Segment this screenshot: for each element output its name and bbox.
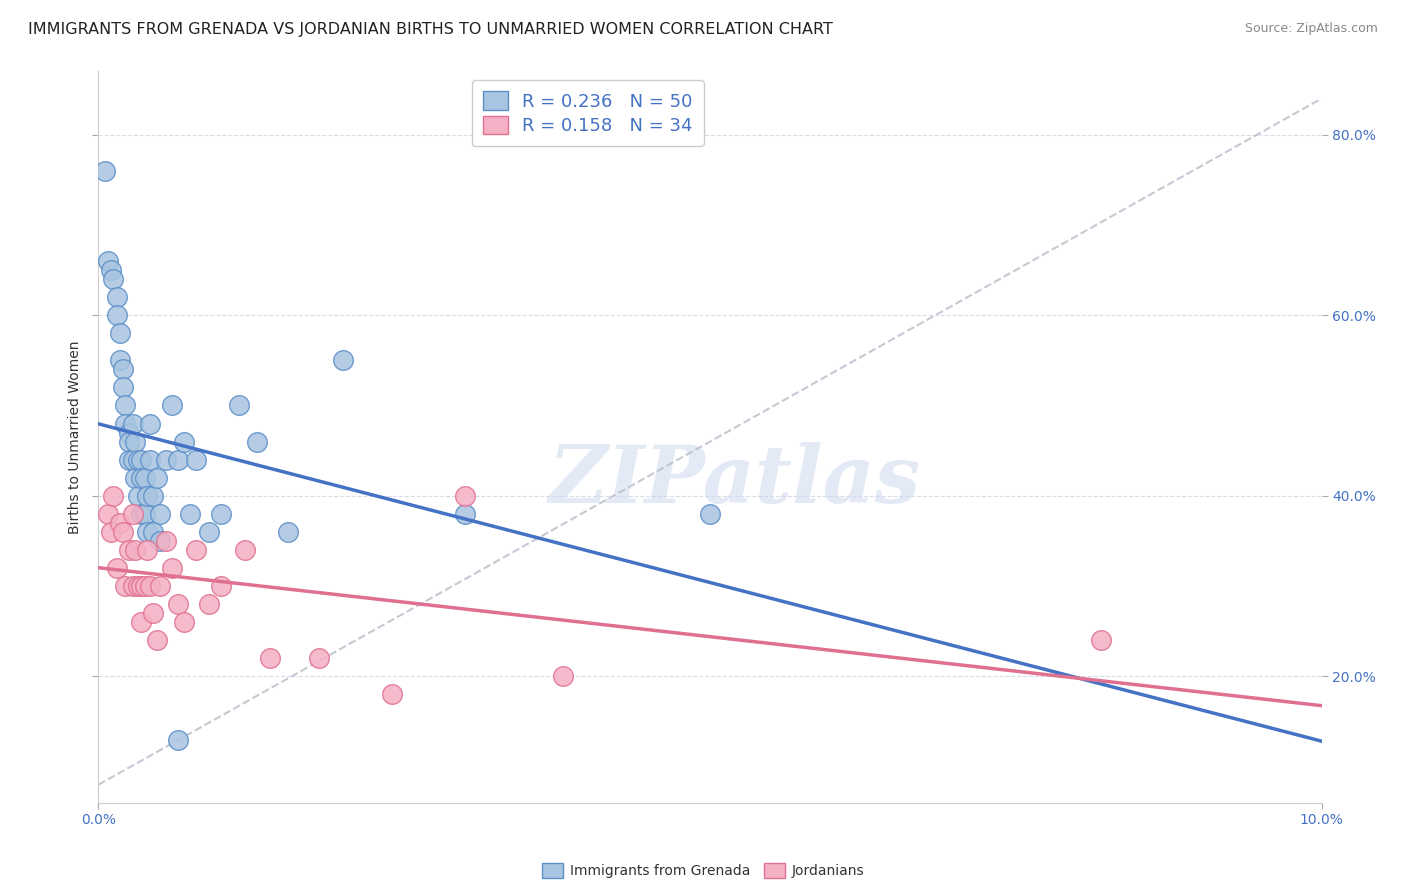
Point [228, 399, 250, 413]
Legend: Immigrants from Grenada, Jordanians: Immigrants from Grenada, Jordanians [534, 856, 872, 885]
Point [134, 507, 156, 521]
Point [186, 452, 208, 467]
Point [139, 452, 162, 467]
Point [146, 471, 169, 485]
Point [155, 533, 177, 548]
Point [233, 543, 256, 558]
Point [699, 507, 721, 521]
Point [100, 263, 122, 277]
Point [124, 434, 146, 449]
Point [454, 507, 477, 521]
Point [118, 425, 141, 440]
Point [136, 543, 159, 558]
Text: IMMIGRANTS FROM GRENADA VS JORDANIAN BIRTHS TO UNMARRIED WOMEN CORRELATION CHART: IMMIGRANTS FROM GRENADA VS JORDANIAN BIR… [28, 22, 832, 37]
Point [142, 524, 165, 539]
Point [179, 507, 201, 521]
Point [105, 290, 128, 304]
Point [127, 579, 149, 593]
Point [142, 606, 165, 620]
Point [139, 417, 162, 431]
Point [114, 399, 136, 413]
Point [1090, 633, 1112, 648]
Point [209, 579, 232, 593]
Point [149, 507, 172, 521]
Point [160, 561, 183, 575]
Point [129, 579, 152, 593]
Point [155, 452, 177, 467]
Point [110, 353, 132, 368]
Point [129, 471, 152, 485]
Point [118, 452, 141, 467]
Point [129, 507, 152, 521]
Point [97, 254, 120, 268]
Point [111, 362, 134, 376]
Point [454, 489, 477, 503]
Point [129, 615, 152, 630]
Point [118, 434, 141, 449]
Point [381, 688, 404, 702]
Point [173, 615, 195, 630]
Point [110, 326, 132, 341]
Point [136, 524, 159, 539]
Y-axis label: Births to Unmarried Women: Births to Unmarried Women [67, 341, 82, 533]
Point [105, 561, 128, 575]
Point [308, 651, 330, 665]
Point [259, 651, 281, 665]
Point [101, 272, 124, 286]
Point [160, 399, 183, 413]
Point [127, 489, 149, 503]
Point [277, 524, 299, 539]
Point [197, 597, 219, 611]
Point [93, 163, 115, 178]
Point [146, 633, 169, 648]
Point [139, 579, 162, 593]
Point [124, 471, 146, 485]
Point [186, 543, 208, 558]
Point [121, 507, 143, 521]
Point [149, 533, 172, 548]
Point [100, 524, 122, 539]
Point [209, 507, 232, 521]
Point [118, 543, 141, 558]
Point [149, 579, 172, 593]
Point [167, 597, 190, 611]
Point [105, 308, 128, 322]
Point [134, 579, 156, 593]
Point [134, 471, 156, 485]
Point [114, 417, 136, 431]
Point [142, 489, 165, 503]
Point [136, 489, 159, 503]
Text: Source: ZipAtlas.com: Source: ZipAtlas.com [1244, 22, 1378, 36]
Point [129, 452, 152, 467]
Text: ZIPatlas: ZIPatlas [548, 442, 921, 520]
Point [332, 353, 354, 368]
Point [127, 452, 149, 467]
Point [167, 732, 190, 747]
Point [167, 452, 190, 467]
Point [553, 669, 575, 683]
Point [101, 489, 124, 503]
Point [110, 516, 132, 530]
Point [111, 380, 134, 394]
Point [246, 434, 269, 449]
Legend: R = 0.236   N = 50, R = 0.158   N = 34: R = 0.236 N = 50, R = 0.158 N = 34 [472, 80, 703, 146]
Point [121, 417, 143, 431]
Point [121, 579, 143, 593]
Point [121, 452, 143, 467]
Point [111, 524, 134, 539]
Point [124, 543, 146, 558]
Point [197, 524, 219, 539]
Point [173, 434, 195, 449]
Point [97, 507, 120, 521]
Point [114, 579, 136, 593]
